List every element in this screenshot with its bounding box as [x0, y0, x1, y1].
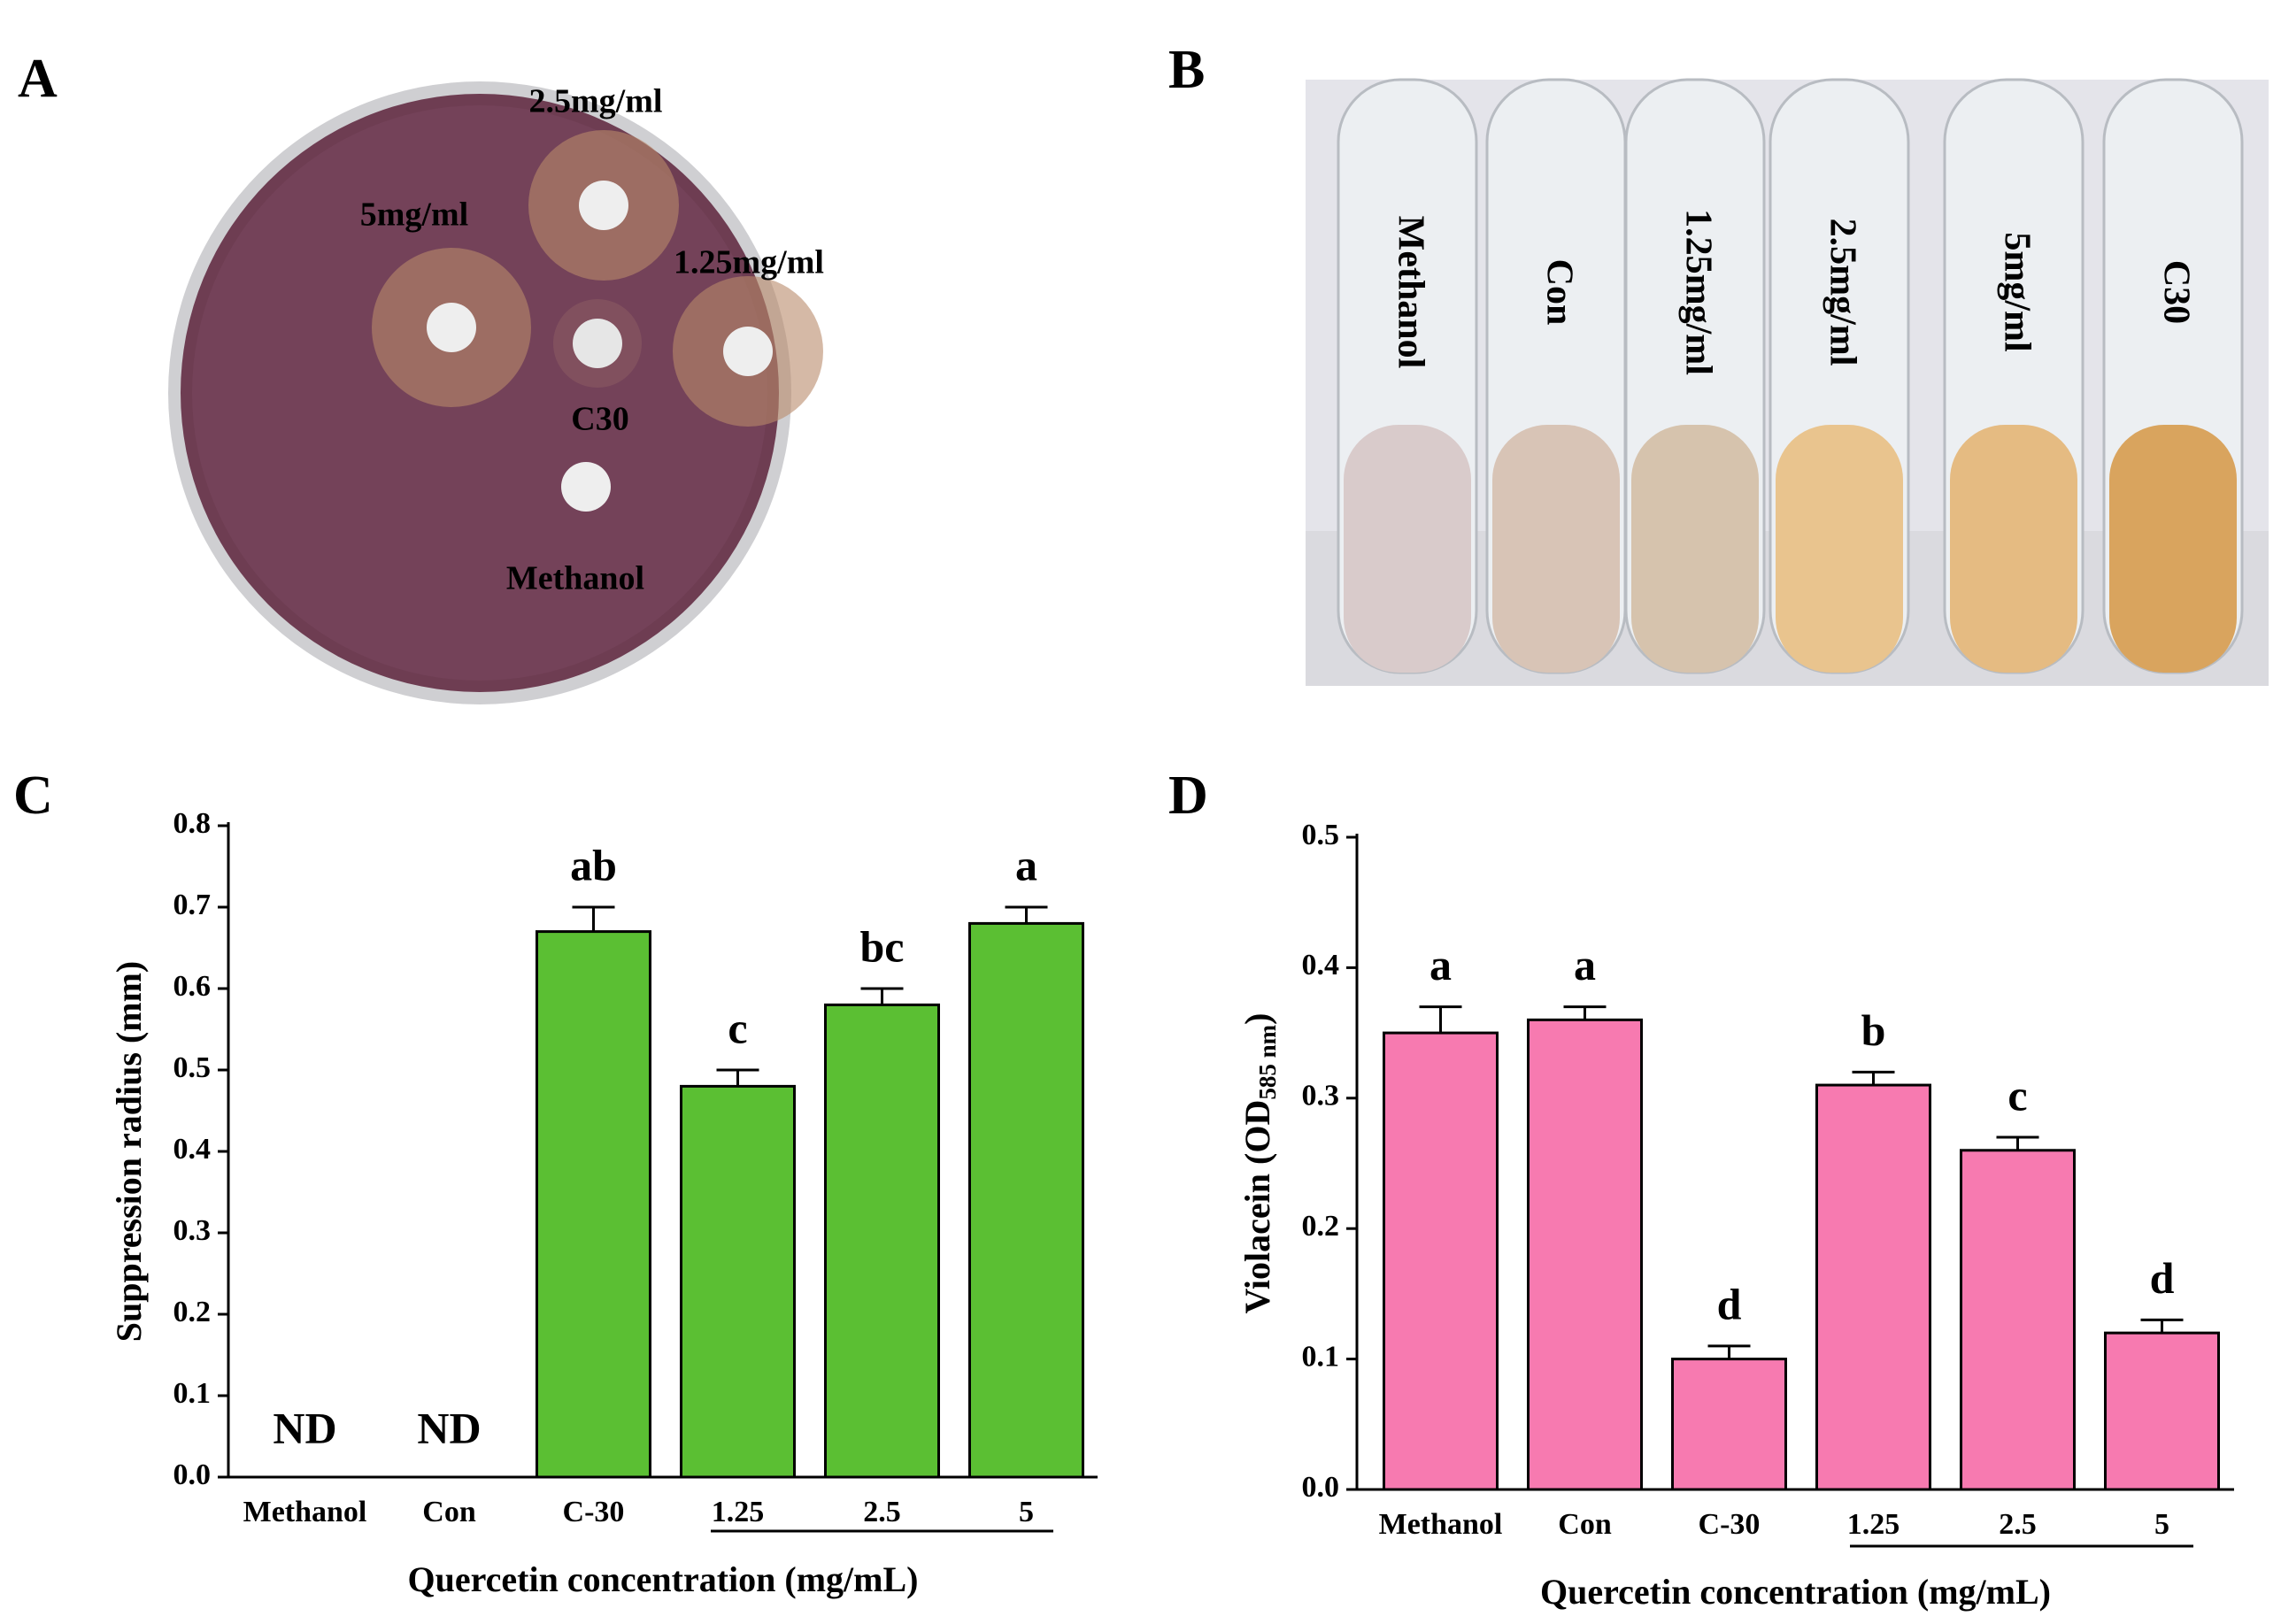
y-tick-label: 0.0	[1302, 1471, 1340, 1504]
panel-label: A	[18, 49, 58, 109]
x-tick-label: 1.25	[1847, 1508, 1900, 1541]
plate-label: 1.25mg/ml	[674, 244, 824, 281]
y-tick-label: 0.7	[173, 889, 212, 921]
tube-liquid	[1344, 425, 1471, 673]
significance-label: c	[2007, 1070, 2027, 1120]
x-tick-label: 2.5	[863, 1496, 901, 1528]
tube-label: C30	[2155, 260, 2196, 324]
bar	[536, 930, 651, 1479]
x-tick-label: C-30	[563, 1496, 625, 1528]
x-axis-label: Quercetin concentration (mg/mL)	[408, 1559, 919, 1599]
y-axis-label: Violacein (OD585 nm)	[1237, 1013, 1281, 1314]
y-tick-label: 0.5	[1302, 819, 1340, 851]
significance-label: c	[728, 1003, 747, 1052]
x-tick-label: 5	[2154, 1508, 2169, 1541]
bar	[1527, 1018, 1643, 1491]
significance-label: bc	[860, 921, 905, 971]
x-tick-label: 1.25	[712, 1496, 765, 1528]
plate-label: C30	[571, 401, 628, 438]
significance-label: a	[1015, 840, 1037, 889]
y-axis-label-text: Suppression radius (mm)	[109, 961, 149, 1342]
y-axis-label-end: )	[1237, 1013, 1277, 1025]
significance-label: ND	[417, 1403, 481, 1452]
tube-liquid	[1492, 425, 1620, 673]
y-tick-label: 0.3	[173, 1214, 212, 1247]
significance-label: ab	[570, 840, 617, 889]
x-tick-label: 2.5	[1999, 1508, 2037, 1541]
x-axis-label: Quercetin concentration (mg/mL)	[1540, 1572, 2051, 1612]
bar	[824, 1003, 940, 1479]
significance-label: d	[2150, 1253, 2175, 1303]
y-tick-label: 0.3	[1302, 1080, 1340, 1112]
y-tick-label: 0.1	[173, 1377, 212, 1410]
significance-label: d	[1717, 1279, 1742, 1328]
y-axis-label-sub: 585 nm	[1254, 1024, 1281, 1099]
significance-label: b	[1861, 1005, 1886, 1055]
tube-liquid	[1776, 425, 1903, 673]
x-tick-label: Con	[422, 1496, 476, 1528]
y-tick-label: 0.8	[173, 807, 212, 840]
y-tick-label: 0.6	[173, 970, 212, 1003]
plate-label: 2.5mg/ml	[529, 83, 663, 120]
panel-label: B	[1168, 40, 1205, 100]
y-tick-label: 0.4	[1302, 949, 1340, 981]
significance-label: ND	[273, 1403, 336, 1452]
bar	[680, 1084, 796, 1479]
panel-label: D	[1168, 766, 1208, 826]
panel-label: C	[13, 766, 53, 826]
tube-label: 1.25mg/ml	[1677, 209, 1718, 375]
y-tick-label: 0.1	[1302, 1340, 1340, 1373]
tube-label: Con	[1538, 259, 1579, 326]
bar	[1960, 1149, 2076, 1491]
y-tick-label: 0.0	[173, 1459, 212, 1491]
bar	[1383, 1031, 1499, 1491]
x-tick-label: C-30	[1699, 1508, 1761, 1541]
tube-liquid	[1950, 425, 2077, 673]
x-tick-label: Methanol	[1379, 1508, 1503, 1541]
tube-label: 5mg/ml	[1996, 232, 2037, 351]
significance-label: a	[1429, 940, 1452, 989]
tube-liquid	[1631, 425, 1759, 673]
bar	[1671, 1358, 1787, 1491]
x-tick-label: Con	[1558, 1508, 1612, 1541]
significance-label: a	[1574, 940, 1596, 989]
tube-label: Methanol	[1390, 216, 1430, 369]
y-tick-label: 0.2	[1302, 1210, 1340, 1243]
y-tick-label: 0.4	[173, 1133, 212, 1166]
bar	[1815, 1083, 1931, 1491]
y-tick-label: 0.5	[173, 1051, 212, 1084]
bar	[968, 921, 1084, 1479]
tube-label: 2.5mg/ml	[1822, 219, 1862, 366]
bar	[2104, 1331, 2220, 1491]
y-axis-label-text: Violacein (OD	[1237, 1100, 1277, 1314]
y-axis-label: Suppression radius (mm)	[109, 961, 149, 1342]
plate-photo	[168, 18, 823, 704]
y-tick-label: 0.2	[173, 1296, 212, 1328]
tube-liquid	[2109, 425, 2237, 673]
plate-label: 5mg/ml	[360, 196, 468, 234]
x-tick-label: 5	[1019, 1496, 1034, 1528]
plate-label: Methanol	[506, 560, 644, 597]
x-tick-label: Methanol	[243, 1496, 367, 1528]
